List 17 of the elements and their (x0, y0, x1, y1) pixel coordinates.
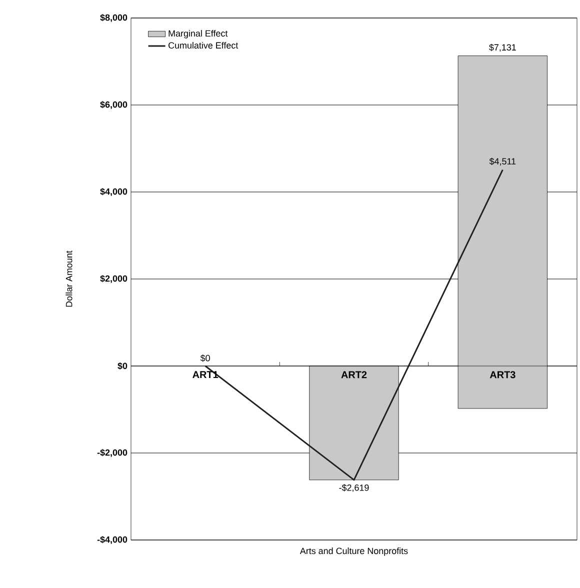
y-axis-title: Dollar Amount (66, 250, 72, 307)
legend-label: Cumulative Effect (168, 42, 238, 49)
y-tick-label: -$2,000 (97, 448, 128, 458)
annotation: -$2,619 (339, 484, 369, 492)
y-tick-label: $8,000 (100, 14, 128, 22)
annotation: $4,511 (489, 158, 516, 166)
y-tick-label: $6,000 (100, 100, 128, 110)
x-tick-label: ART2 (341, 371, 367, 378)
annotation: $0 (200, 354, 210, 362)
y-tick-label: $4,000 (100, 188, 128, 196)
x-tick-label: ART3 (490, 371, 516, 378)
annotation: $7,131 (489, 44, 516, 52)
y-tick-label: $2,000 (100, 274, 128, 284)
y-tick-label: -$4,000 (97, 536, 128, 544)
legend-label: Marginal Effect (168, 30, 228, 38)
x-axis-title: Arts and Culture Nonprofits (300, 548, 408, 556)
y-tick-label: $0 (118, 362, 128, 370)
